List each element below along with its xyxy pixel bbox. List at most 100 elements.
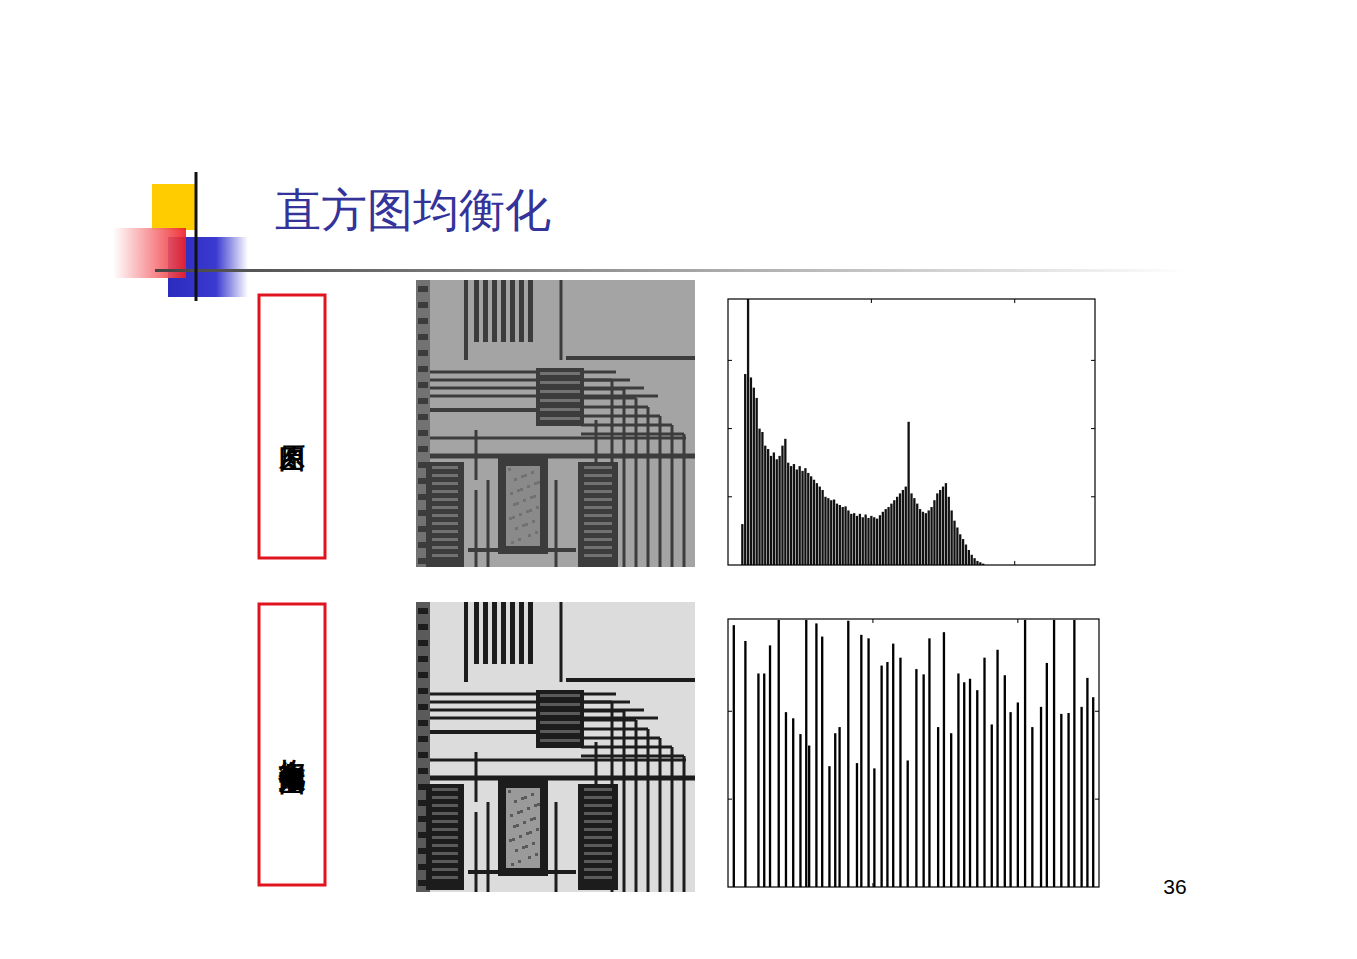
bar — [856, 516, 858, 565]
histogram — [728, 619, 1099, 887]
plot-area — [728, 619, 1099, 887]
bar — [792, 718, 794, 887]
bar — [942, 487, 944, 565]
bar — [801, 471, 803, 565]
bar — [991, 724, 993, 887]
bar — [757, 673, 759, 887]
bar — [950, 733, 952, 887]
bar — [815, 623, 817, 887]
bar — [781, 446, 783, 565]
bar — [764, 446, 766, 565]
bar — [950, 510, 952, 565]
bar — [976, 561, 978, 565]
bar — [890, 504, 892, 565]
label-box — [259, 604, 325, 885]
bar — [902, 490, 904, 565]
bar — [928, 510, 930, 565]
bar — [976, 690, 978, 887]
bar — [867, 638, 869, 887]
bar — [821, 490, 823, 565]
bar — [787, 463, 789, 565]
bar — [907, 760, 909, 887]
bar — [827, 498, 829, 565]
circuit-image — [416, 602, 695, 892]
bar — [870, 516, 872, 565]
bar — [880, 666, 882, 887]
bar — [758, 429, 760, 565]
bar — [959, 534, 961, 565]
bar — [847, 621, 849, 887]
bar — [862, 517, 864, 565]
panel-label: 均衡化后效果图 — [277, 738, 307, 752]
bar — [810, 476, 812, 565]
bar — [756, 398, 758, 565]
bar — [773, 452, 775, 565]
bar — [778, 620, 780, 887]
bar — [813, 480, 815, 565]
bar — [763, 673, 765, 887]
bar — [799, 734, 801, 887]
plot-area — [728, 299, 1095, 565]
bars — [733, 620, 1095, 887]
bar — [1086, 678, 1088, 887]
bar — [892, 644, 894, 887]
bar — [879, 515, 881, 565]
bar — [821, 637, 823, 887]
bar — [864, 515, 866, 565]
bar — [819, 487, 821, 565]
plot-frame — [728, 299, 1095, 565]
bar — [969, 679, 971, 887]
bar — [973, 558, 975, 565]
bar — [804, 468, 806, 565]
bar — [953, 521, 955, 565]
bar — [1024, 620, 1026, 887]
bar — [838, 727, 840, 887]
bar — [965, 545, 967, 565]
bar — [1046, 663, 1048, 887]
bar — [925, 513, 927, 565]
bar — [873, 517, 875, 565]
bar — [919, 509, 921, 565]
bar — [905, 487, 907, 565]
bar — [1053, 620, 1055, 887]
bar — [939, 490, 941, 565]
bar — [769, 645, 771, 887]
bar — [744, 374, 746, 565]
bar — [996, 650, 998, 887]
bar — [778, 456, 780, 565]
bar — [844, 506, 846, 565]
slide-title: 直方图均衡化 — [275, 183, 551, 237]
bar — [968, 550, 970, 565]
bar — [776, 459, 778, 565]
bar — [733, 625, 735, 887]
deco-yellow — [152, 184, 197, 230]
bar — [957, 673, 959, 887]
bar — [893, 500, 895, 565]
bar — [962, 539, 964, 565]
bar — [807, 473, 809, 565]
bar — [1080, 707, 1082, 887]
bar — [747, 299, 749, 565]
bar — [1067, 713, 1069, 887]
bar — [859, 514, 861, 565]
bar — [834, 733, 836, 887]
bar — [770, 456, 772, 565]
bar — [1073, 620, 1075, 887]
bar — [1092, 697, 1094, 887]
bar — [885, 509, 887, 565]
bar — [945, 483, 947, 565]
bar — [1009, 712, 1011, 887]
bar — [750, 377, 752, 565]
bar — [842, 507, 844, 565]
bar — [850, 514, 852, 565]
page-number: 36 — [1163, 875, 1186, 898]
bar — [828, 766, 830, 887]
bar — [956, 527, 958, 565]
bar — [899, 658, 901, 887]
bar — [836, 504, 838, 565]
bar — [913, 498, 915, 565]
bar — [867, 518, 869, 565]
bar — [839, 505, 841, 565]
deco-vline — [195, 172, 198, 301]
bar — [922, 674, 924, 887]
